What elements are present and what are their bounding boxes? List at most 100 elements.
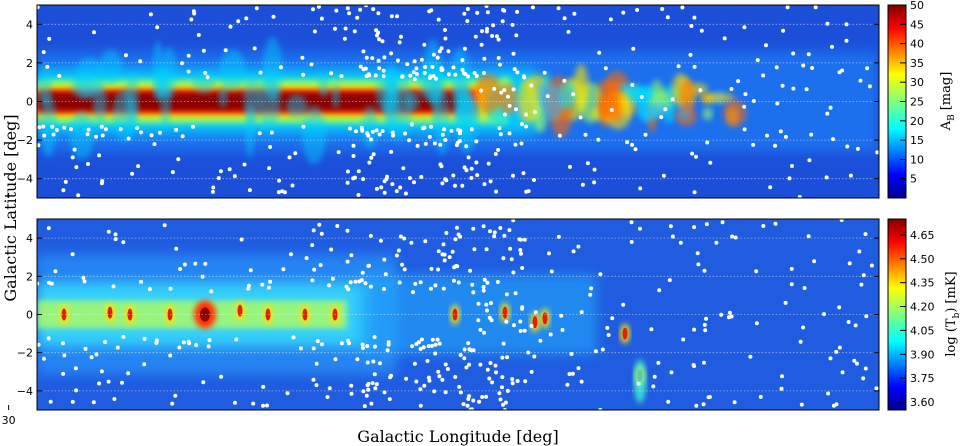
band-halo — [357, 274, 597, 355]
scatter-point — [524, 112, 529, 117]
radio-map-scatter — [37, 219, 879, 410]
scatter-point — [402, 267, 407, 272]
scatter-point — [649, 327, 654, 332]
scatter-point — [436, 249, 441, 254]
radio-colorbar-label: log (Tb)[mK] — [944, 271, 962, 356]
scatter-point — [596, 137, 601, 142]
scatter-point — [765, 133, 769, 138]
scatter-point — [522, 75, 527, 80]
scatter-point — [314, 383, 319, 388]
scatter-point — [123, 53, 128, 58]
scatter-point — [503, 400, 508, 405]
y-tick-label: −2 — [17, 347, 33, 360]
scatter-point — [864, 314, 869, 319]
scatter-point — [515, 9, 520, 14]
y-tick-label: −4 — [17, 385, 33, 398]
scatter-point — [667, 278, 672, 283]
scatter-point — [456, 280, 461, 285]
scatter-point — [436, 267, 441, 272]
scatter-point — [196, 33, 201, 37]
scatter-point — [568, 164, 572, 169]
scatter-point — [855, 146, 860, 151]
scatter-point — [690, 151, 695, 156]
scatter-point — [377, 132, 382, 137]
scatter-point — [395, 58, 400, 63]
scatter-point — [62, 353, 67, 358]
scatter-point — [451, 173, 456, 178]
scatter-point — [526, 350, 531, 355]
cloud-patch — [597, 94, 614, 117]
scatter-point — [478, 362, 483, 367]
scatter-point — [592, 180, 597, 185]
scatter-point — [443, 362, 448, 367]
scatter-point — [806, 234, 811, 239]
scatter-point — [742, 25, 747, 30]
scatter-point — [51, 132, 56, 137]
scatter-point — [427, 378, 432, 383]
scatter-point — [857, 249, 862, 254]
scatter-point — [372, 372, 377, 377]
scatter-point — [695, 251, 700, 256]
scatter-point — [121, 334, 126, 339]
scatter-point — [502, 233, 507, 238]
scatter-point — [785, 5, 790, 10]
scatter-point — [180, 134, 185, 139]
scatter-point — [382, 190, 387, 195]
scatter-point — [828, 356, 833, 361]
scatter-point — [440, 252, 445, 257]
scatter-point — [136, 164, 141, 169]
scatter-point — [86, 162, 90, 166]
scatter-point — [356, 193, 361, 197]
colorbar-tick-label: 4.20 — [910, 301, 935, 314]
scatter-point — [807, 158, 812, 163]
scatter-point — [106, 379, 111, 384]
scatter-point — [251, 401, 256, 406]
scatter-point — [583, 132, 588, 137]
scatter-point — [529, 83, 534, 88]
scatter-point — [471, 398, 476, 403]
scatter-point — [830, 44, 834, 49]
scatter-point — [333, 26, 337, 31]
scatter-point — [670, 234, 675, 239]
scatter-point — [335, 224, 340, 228]
scatter-point — [605, 325, 610, 330]
scatter-point — [311, 377, 316, 382]
scatter-point — [46, 226, 51, 231]
scatter-point — [464, 144, 469, 149]
scatter-point — [181, 340, 186, 345]
scatter-point — [426, 344, 431, 349]
scatter-point — [382, 287, 386, 291]
scatter-point — [201, 48, 206, 53]
scatter-point — [447, 255, 452, 260]
scatter-point — [427, 134, 432, 139]
scatter-point — [233, 400, 237, 405]
scatter-point — [559, 313, 564, 318]
scatter-point — [837, 70, 842, 75]
scatter-point — [61, 341, 65, 346]
scatter-point — [374, 186, 379, 191]
scatter-point — [548, 332, 553, 337]
scatter-point — [454, 143, 459, 148]
scatter-point — [704, 222, 709, 227]
scatter-point — [484, 394, 489, 399]
scatter-point — [386, 342, 391, 347]
scatter-point — [427, 75, 432, 80]
scatter-point — [298, 346, 303, 351]
scatter-point — [371, 7, 376, 12]
scatter-point — [178, 267, 183, 271]
scatter-point — [37, 5, 40, 10]
scatter-point — [456, 232, 461, 237]
scatter-point — [464, 365, 469, 370]
scatter-point — [571, 249, 576, 254]
scatter-point — [57, 73, 62, 78]
scatter-point — [501, 402, 505, 407]
colorbar-tick-label: 30 — [910, 76, 924, 89]
scatter-point — [589, 286, 594, 291]
scatter-point — [236, 19, 241, 24]
cloud-patch — [647, 103, 670, 120]
radio-source — [61, 308, 67, 321]
scatter-point — [485, 10, 490, 15]
scatter-point — [524, 124, 529, 129]
scatter-point — [859, 282, 864, 287]
scatter-point — [154, 338, 159, 343]
